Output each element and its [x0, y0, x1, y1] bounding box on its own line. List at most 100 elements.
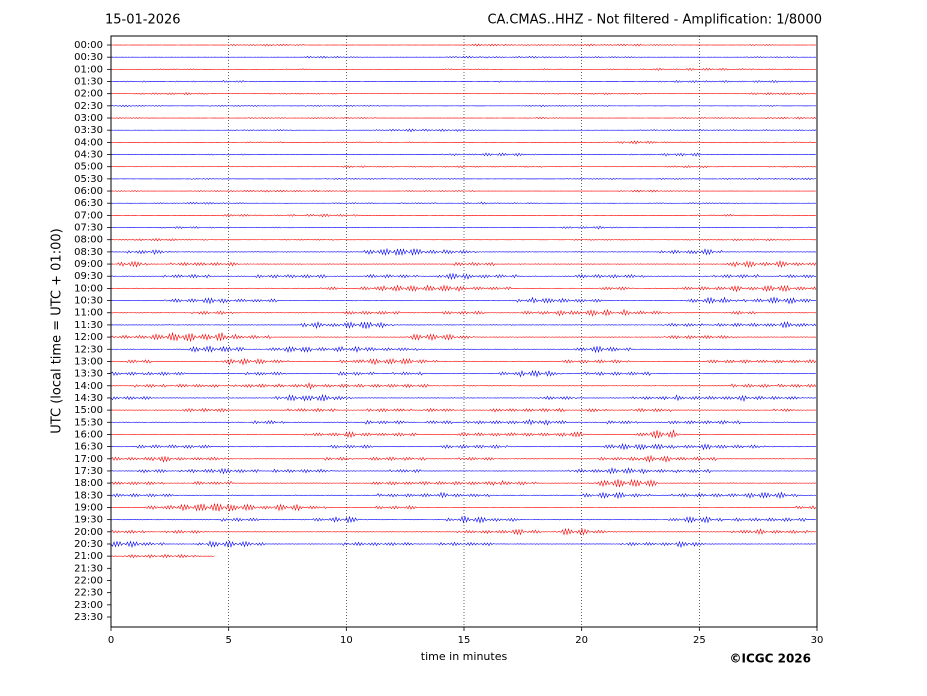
y-tick-label: 17:00: [74, 454, 103, 465]
trace: [110, 553, 215, 559]
trace: [110, 128, 817, 133]
y-tick-label: 22:00: [74, 575, 103, 586]
trace: [110, 308, 817, 317]
trace: [110, 540, 817, 549]
y-tick-label: 08:00: [74, 235, 103, 246]
trace: [110, 55, 816, 59]
y-tick-label: 20:00: [74, 527, 103, 538]
trace: [110, 429, 817, 439]
trace: [110, 92, 817, 96]
y-tick-label: 02:30: [74, 101, 103, 112]
y-tick-label: 07:00: [74, 210, 103, 221]
trace: [110, 272, 817, 281]
trace: [110, 442, 817, 451]
y-tick-label: 14:30: [74, 393, 103, 404]
trace: [110, 67, 817, 71]
x-tick-label: 10: [340, 635, 353, 646]
x-tick-label: 5: [225, 635, 231, 646]
trace: [110, 515, 817, 524]
y-tick-label: 05:00: [74, 162, 103, 173]
plot-frame: [110, 35, 818, 628]
x-tick-label: 20: [575, 635, 588, 646]
y-tick-label: 23:00: [74, 600, 103, 611]
y-tick-label: 13:30: [74, 369, 103, 380]
y-tick-label: 10:00: [74, 283, 103, 294]
y-tick-label: 05:30: [74, 174, 103, 185]
trace: [110, 491, 817, 500]
y-tick-label: 18:30: [74, 490, 103, 501]
y-tick-label: 22:30: [74, 588, 103, 599]
trace: [110, 225, 817, 230]
trace: [110, 418, 817, 426]
y-tick-label: 00:30: [74, 52, 103, 63]
trace: [110, 357, 817, 366]
trace: [110, 345, 816, 354]
y-tick-label: 21:00: [74, 551, 103, 562]
trace: [110, 237, 817, 242]
y-tick-label: 04:00: [74, 137, 103, 148]
y-tick-label: 19:00: [74, 502, 103, 513]
trace: [110, 43, 817, 47]
trace: [110, 140, 817, 145]
y-tick-label: 16:30: [74, 442, 103, 453]
x-axis-label: time in minutes: [421, 650, 508, 663]
y-tick-label: 16:00: [74, 429, 103, 440]
y-tick-label: 17:30: [74, 466, 103, 477]
trace: [110, 369, 817, 378]
y-tick-label: 15:00: [74, 405, 103, 416]
y-tick-label: 03:30: [74, 125, 103, 136]
y-tick-label: 20:30: [74, 539, 103, 550]
trace: [110, 296, 817, 305]
trace: [110, 152, 817, 157]
trace: [110, 247, 817, 256]
trace: [110, 284, 817, 293]
trace: [110, 478, 817, 488]
trace: [110, 259, 817, 269]
trace: [110, 503, 817, 512]
x-tick-label: 30: [811, 635, 824, 646]
y-tick-label: 09:00: [74, 259, 103, 270]
trace: [110, 382, 817, 390]
y-axis-label: UTC (local time = UTC + 01:00): [50, 228, 65, 433]
chart-title: CA.CMAS..HHZ - Not filtered - Amplificat…: [487, 13, 822, 28]
trace: [110, 79, 817, 84]
y-tick-label: 13:00: [74, 356, 103, 367]
y-tick-label: 21:30: [74, 563, 103, 574]
trace: [110, 527, 817, 536]
y-tick-label: 01:30: [74, 77, 103, 88]
y-tick-label: 06:00: [74, 186, 103, 197]
trace: [111, 116, 817, 120]
y-tick-label: 15:30: [74, 417, 103, 428]
trace: [110, 467, 817, 475]
trace: [110, 213, 817, 218]
trace: [110, 177, 817, 181]
trace: [110, 407, 817, 413]
y-tick-label: 02:00: [74, 89, 103, 100]
y-tick-label: 06:30: [74, 198, 103, 209]
trace: [110, 454, 817, 464]
trace: [110, 189, 817, 193]
y-tick-label: 12:00: [74, 332, 103, 343]
trace: [110, 104, 817, 108]
y-tick-label: 08:30: [74, 247, 103, 258]
y-tick-label: 23:30: [74, 612, 103, 623]
y-tick-label: 07:30: [74, 223, 103, 234]
date: 15-01-2026: [105, 13, 181, 28]
x-tick-label: 15: [458, 635, 471, 646]
x-tick-label: 0: [108, 635, 114, 646]
y-tick-label: 11:30: [74, 320, 103, 331]
y-tick-label: 10:30: [74, 296, 103, 307]
x-tick-label: 25: [693, 635, 706, 646]
y-tick-label: 03:00: [74, 113, 103, 124]
y-tick-label: 19:30: [74, 515, 103, 526]
trace: [110, 320, 817, 330]
trace: [110, 201, 817, 205]
y-tick-label: 00:00: [74, 40, 103, 51]
y-tick-label: 11:00: [74, 308, 103, 319]
y-tick-label: 12:30: [74, 344, 103, 355]
credit: ©ICGC 2026: [729, 652, 811, 666]
y-tick-label: 09:30: [74, 271, 103, 282]
y-tick-label: 04:30: [74, 150, 103, 161]
